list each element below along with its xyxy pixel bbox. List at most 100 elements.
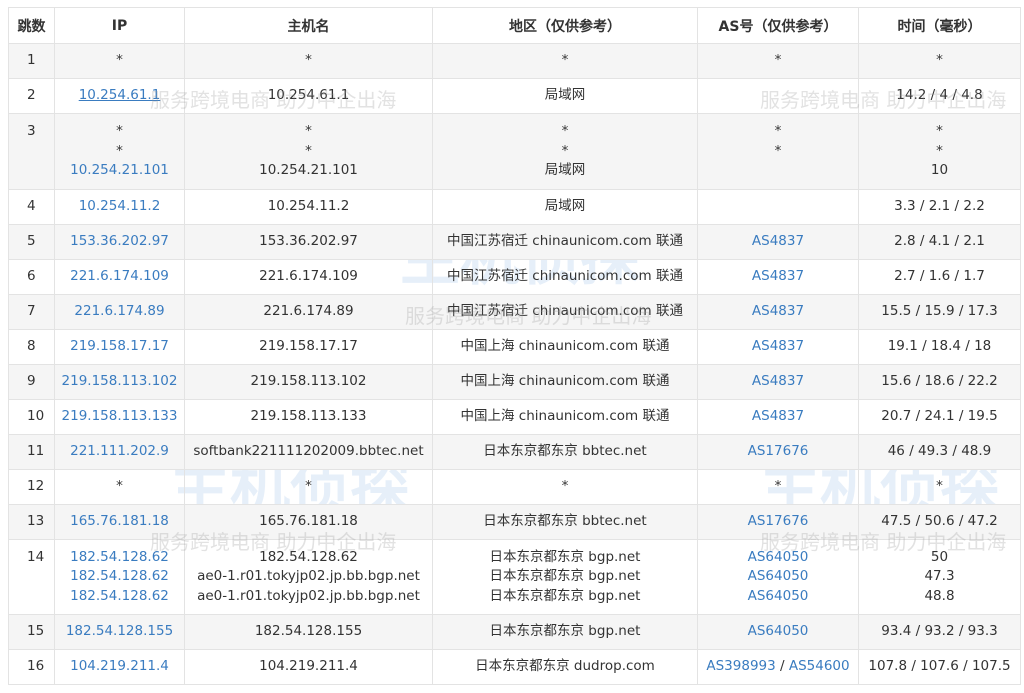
hostname-text: * — [305, 477, 312, 494]
as-link[interactable]: AS398993 — [706, 658, 776, 675]
ip-link[interactable]: 10.254.61.1 — [78, 87, 161, 104]
ip-link[interactable]: 153.36.202.97 — [70, 232, 169, 249]
hostname-text: softbank221111202009.bbtec.net — [193, 442, 424, 459]
as-link[interactable]: AS64050 — [747, 548, 809, 565]
as-cell: AS64050 AS64050 AS64050 — [697, 538, 859, 615]
region-cell: 中国江苏宿迁 chinaunicom.com 联通 — [432, 293, 698, 330]
ip-link: * — [116, 123, 123, 139]
as-line: * — [702, 122, 854, 142]
table-row: 7 221.6.174.89 221.6.174.89 中国江苏宿迁 chinauni… — [8, 293, 1021, 330]
region-cell: 中国江苏宿迁 chinaunicom.com 联通 — [432, 258, 698, 295]
hostname-cell: 182.54.128.155 — [184, 614, 433, 650]
as-link[interactable]: AS4837 — [751, 232, 805, 249]
time-text: * — [936, 123, 943, 139]
hostname-text: 219.158.113.102 — [250, 372, 367, 389]
traceroute-table: 跳数 IP 主机名 地区（仅供参考） AS号（仅供参考） 时间（毫秒） 1 * * *… — [8, 7, 1021, 685]
as-link[interactable]: AS4837 — [751, 302, 805, 319]
hop-cell: 11 — [8, 433, 55, 470]
time-text: 10 — [930, 162, 949, 178]
region-text: 日本东京都东京 bgp.net — [489, 568, 641, 584]
as-cell: AS4837 — [697, 328, 859, 365]
table-row: 12 * * * * * — [8, 468, 1021, 505]
ip-link[interactable]: 182.54.128.62 — [70, 587, 169, 604]
as-link[interactable]: AS4837 — [751, 337, 805, 354]
region-cell: 中国上海 chinaunicom.com 联通 — [432, 398, 698, 435]
as-link[interactable]: AS64050 — [747, 623, 809, 640]
as-link[interactable]: AS64050 — [747, 568, 809, 584]
ip-link[interactable]: 219.158.17.17 — [70, 337, 169, 354]
ip-link[interactable]: 221.6.174.109 — [70, 267, 169, 284]
ip-link[interactable]: 10.254.21.101 — [70, 162, 169, 178]
hop-cell: 12 — [8, 468, 55, 505]
time-cell: * * 10 — [858, 113, 1021, 190]
ip-link[interactable]: 104.219.211.4 — [70, 658, 169, 675]
region-text: 日本东京都东京 dudrop.com — [475, 658, 655, 675]
as-link: * — [774, 123, 782, 139]
ip-cell: 153.36.202.97 — [54, 223, 185, 260]
time-text: 15.5 / 15.9 / 17.3 — [881, 302, 998, 319]
ip-cell: * — [54, 468, 185, 505]
ip-cell: 10.254.61.1 — [54, 78, 185, 114]
ip-link[interactable]: 182.54.128.62 — [70, 548, 169, 565]
ip-link[interactable]: 219.158.113.133 — [61, 407, 178, 424]
as-line: AS64050 — [702, 548, 854, 568]
hop-cell: 7 — [8, 293, 55, 330]
region-text: 中国上海 chinaunicom.com 联通 — [460, 407, 670, 424]
ip-link[interactable]: 219.158.113.102 — [61, 372, 178, 389]
ip-link[interactable]: 165.76.181.18 — [70, 512, 169, 529]
hostname-cell: 104.219.211.4 — [184, 649, 433, 685]
ip-cell: 10.254.11.2 — [54, 188, 185, 225]
as-cell: AS4837 — [697, 223, 859, 260]
as-cell: AS4837 — [697, 293, 859, 330]
hostname-text: * — [305, 52, 312, 69]
ip-link[interactable]: 221.6.174.89 — [74, 302, 165, 319]
region-cell: 日本东京都东京 bbtec.net — [432, 503, 698, 540]
ip-link: * — [116, 142, 123, 159]
region-text: 中国江苏宿迁 chinaunicom.com 联通 — [447, 302, 683, 319]
time-text: * — [936, 142, 943, 159]
as-cell: AS64050 — [697, 614, 859, 650]
time-cell: 107.8 / 107.6 / 107.5 — [858, 649, 1021, 685]
as-line: AS4837 — [702, 267, 854, 287]
ip-link[interactable]: 221.111.202.9 — [70, 442, 169, 459]
hop-cell: 4 — [8, 188, 55, 225]
as-link[interactable]: AS17676 — [747, 512, 809, 529]
header-hostname: 主机名 — [184, 7, 433, 44]
hop-cell: 2 — [8, 78, 55, 114]
region-cell: 局域网 — [432, 78, 698, 114]
as-link[interactable]: AS4837 — [751, 407, 805, 424]
region-cell: 日本东京都东京 dudrop.com — [432, 649, 698, 685]
as-line: AS398993 / AS54600 — [702, 657, 854, 677]
ip-link: * — [116, 477, 123, 494]
as-link: * — [774, 52, 782, 69]
hostname-text: 182.54.128.62 — [259, 548, 358, 565]
time-cell: 50 47.3 48.8 — [858, 538, 1021, 615]
hostname-cell: 221.6.174.109 — [184, 258, 433, 295]
header-region: 地区（仅供参考） — [432, 7, 698, 44]
ip-cell: 221.6.174.109 — [54, 258, 185, 295]
as-cell: * * — [697, 113, 859, 190]
as-link[interactable]: AS4837 — [751, 267, 805, 284]
hostname-text: ae0-1.r01.tokyjp02.jp.bb.bgp.net — [197, 587, 420, 604]
region-text: 局域网 — [544, 162, 586, 178]
as-cell: AS398993 / AS54600 — [697, 649, 859, 685]
table-row: 15 182.54.128.155 182.54.128.155 日本东京都东京 bg… — [8, 614, 1021, 650]
as-link[interactable]: AS17676 — [747, 442, 809, 459]
hop-cell: 13 — [8, 503, 55, 540]
as-link[interactable]: AS54600 — [788, 658, 850, 675]
time-text: * — [936, 477, 943, 494]
hop-cell: 3 — [8, 113, 55, 190]
as-line: AS64050 — [702, 587, 854, 607]
time-text: 3.3 / 2.1 / 2.2 — [894, 197, 985, 214]
as-link[interactable]: AS64050 — [747, 587, 809, 604]
as-link: * — [774, 142, 782, 159]
ip-link[interactable]: 10.254.11.2 — [78, 197, 161, 214]
table-row: 9 219.158.113.102 219.158.113.102 中国上海 chin… — [8, 363, 1021, 400]
time-text: 46 / 49.3 / 48.9 — [887, 442, 992, 459]
ip-link[interactable]: 182.54.128.155 — [65, 623, 174, 640]
as-link[interactable]: AS4837 — [751, 372, 805, 389]
ip-link[interactable]: 182.54.128.62 — [70, 568, 169, 584]
ip-cell: 182.54.128.155 — [54, 614, 185, 650]
time-cell: 15.5 / 15.9 / 17.3 — [858, 293, 1021, 330]
hostname-cell: 182.54.128.62 ae0-1.r01.tokyjp02.jp.bb.bg… — [184, 538, 433, 615]
